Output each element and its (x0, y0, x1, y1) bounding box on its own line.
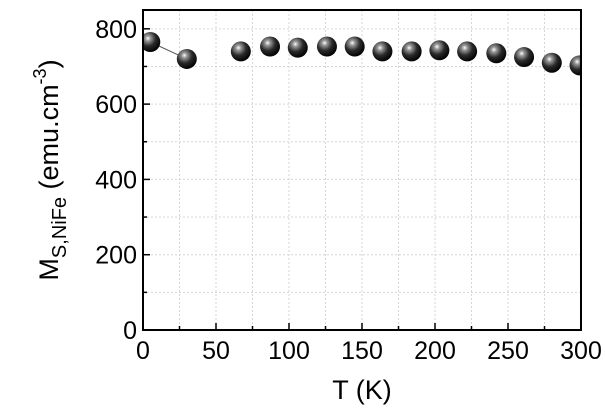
data-points (143, 32, 581, 76)
x-tick-label: 50 (202, 337, 230, 365)
data-point (287, 37, 308, 58)
data-point (457, 41, 478, 62)
y-label-subscript: S,NiFe (49, 197, 71, 258)
y-tick-label: 400 (95, 166, 137, 194)
y-tick-label: 0 (123, 317, 137, 345)
y-axis-label: MS,NiFe (emu.cm-3) (30, 59, 71, 280)
x-tick-label: 0 (136, 337, 150, 365)
tick-labels: 0 50 100 150 200 250 300 0 200 400 600 800 (95, 16, 602, 365)
y-tick-label: 800 (95, 16, 137, 44)
x-tick-label: 100 (268, 337, 310, 365)
y-label-main: M (34, 258, 64, 281)
x-tick-label: 200 (414, 337, 456, 365)
x-tick-label: 150 (341, 337, 383, 365)
y-tick-label: 200 (95, 242, 137, 270)
data-point (260, 36, 281, 57)
x-tick-label: 250 (487, 337, 529, 365)
y-label-superscript: -3 (30, 68, 50, 84)
data-point (143, 32, 161, 52)
data-point (316, 36, 337, 57)
data-point (372, 41, 393, 62)
y-tick-label: 600 (95, 91, 137, 119)
data-point (429, 40, 450, 61)
y-label-units-close: ) (34, 59, 64, 68)
data-point (514, 47, 535, 68)
grid-lines (143, 10, 581, 330)
data-point (486, 43, 507, 64)
data-point (401, 41, 422, 62)
x-axis-label: T (K) (332, 375, 392, 405)
axis-ticks (142, 28, 582, 331)
data-point (230, 41, 251, 62)
data-point (541, 52, 562, 73)
y-label-units: (emu.cm (34, 84, 64, 197)
data-point (344, 36, 365, 57)
data-point (176, 48, 197, 69)
x-tick-label: 300 (560, 337, 602, 365)
data-point (569, 55, 581, 76)
